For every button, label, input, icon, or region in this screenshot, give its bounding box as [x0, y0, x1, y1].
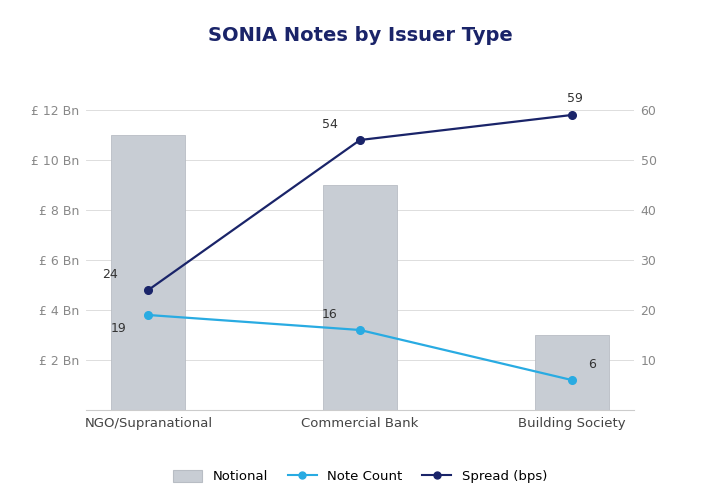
Text: 59: 59 [567, 92, 583, 106]
Text: 19: 19 [110, 322, 126, 336]
Text: 6: 6 [589, 358, 596, 370]
Legend: Notional, Note Count, Spread (bps): Notional, Note Count, Spread (bps) [168, 464, 552, 488]
Text: 16: 16 [322, 308, 338, 320]
Title: SONIA Notes by Issuer Type: SONIA Notes by Issuer Type [207, 26, 513, 44]
Text: 54: 54 [322, 118, 338, 130]
Text: 24: 24 [102, 268, 117, 280]
Bar [535, 335, 608, 410]
Bar [112, 135, 185, 410]
Bar [323, 185, 397, 410]
